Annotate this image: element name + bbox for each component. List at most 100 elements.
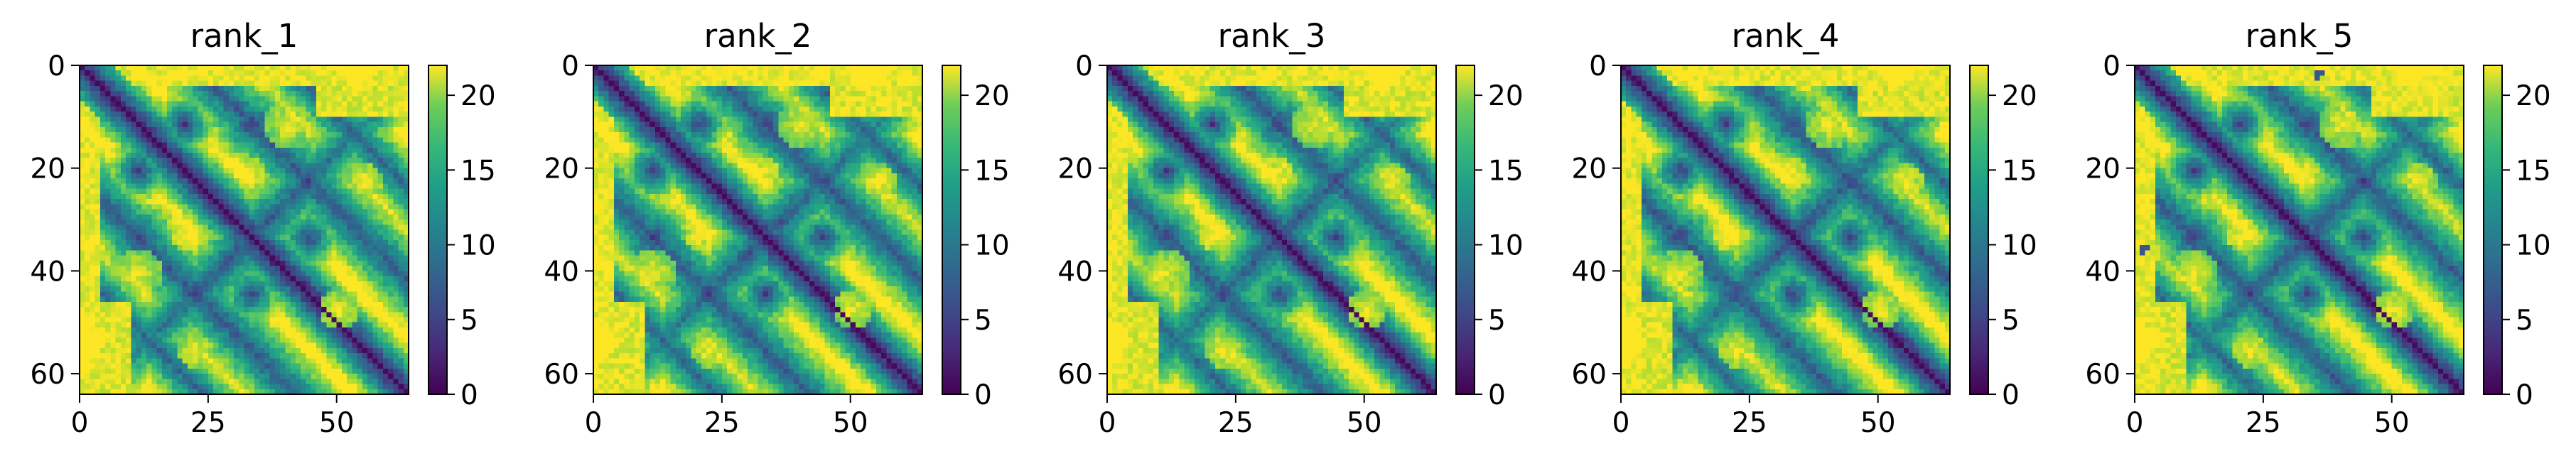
heatmap-cell <box>892 81 898 87</box>
heatmap-cell <box>655 102 661 107</box>
heatmap-cell <box>296 323 301 328</box>
heatmap-cell <box>203 158 209 163</box>
heatmap-cell <box>362 215 368 220</box>
heatmap-cell <box>732 102 738 107</box>
heatmap-cell <box>362 250 368 256</box>
heatmap-cell <box>264 127 270 133</box>
heatmap-cell <box>362 230 368 236</box>
heatmap-cell <box>399 358 404 364</box>
heatmap-cell <box>732 96 738 102</box>
heatmap-cell <box>738 127 743 133</box>
heatmap-cell <box>306 332 311 338</box>
heatmap-cell <box>203 343 209 349</box>
heatmap-cell <box>141 116 147 122</box>
heatmap-cell <box>845 75 851 81</box>
heatmap-cell <box>218 353 224 359</box>
heatmap-cell <box>229 230 235 236</box>
heatmap-cell <box>188 86 193 92</box>
heatmap-cell <box>306 374 311 379</box>
heatmap-cell <box>892 122 898 128</box>
heatmap-cell <box>224 70 230 76</box>
heatmap-cell <box>249 224 255 230</box>
heatmap-cell <box>239 86 244 92</box>
heatmap-cell <box>193 86 198 92</box>
heatmap-cell <box>249 256 255 261</box>
heatmap-cell <box>321 323 327 328</box>
heatmap-cell <box>372 153 378 158</box>
heatmap-cell <box>203 245 209 251</box>
heatmap-cell <box>157 122 163 128</box>
heatmap-cell <box>224 240 230 246</box>
heatmap-cell <box>367 112 373 117</box>
heatmap-cell <box>264 122 270 128</box>
heatmap-cell <box>326 183 332 189</box>
heatmap-cell <box>188 70 193 76</box>
heatmap-cell <box>208 323 214 328</box>
heatmap-cell <box>399 122 404 128</box>
heatmap-cell <box>259 91 265 97</box>
heatmap-cell <box>619 107 625 112</box>
heatmap-cell <box>177 245 183 251</box>
heatmap-cell <box>126 107 131 112</box>
heatmap-cell <box>814 127 820 133</box>
heatmap-cell <box>378 86 384 92</box>
heatmap-cell <box>198 81 203 87</box>
heatmap-cell <box>388 276 394 282</box>
heatmap-cell <box>234 137 239 143</box>
heatmap-cell <box>162 235 168 241</box>
heatmap-cell <box>264 102 270 107</box>
heatmap-cell <box>301 168 306 174</box>
heatmap-cell <box>907 65 912 71</box>
heatmap-cell <box>347 302 352 308</box>
heatmap-cell <box>239 96 244 102</box>
heatmap-cell <box>90 235 95 241</box>
heatmap-cell <box>172 364 178 369</box>
heatmap-cell <box>280 291 286 297</box>
heatmap-cell <box>352 374 357 379</box>
heatmap-cell <box>131 312 136 318</box>
heatmap-cell <box>362 65 368 71</box>
heatmap-cell <box>188 96 193 102</box>
heatmap-cell <box>306 276 311 282</box>
heatmap-cell <box>121 256 126 261</box>
heatmap-cell <box>218 220 224 225</box>
heatmap-cell <box>177 122 183 128</box>
heatmap-cell <box>95 65 101 71</box>
heatmap-cell <box>393 210 399 215</box>
heatmap-cell <box>177 178 183 184</box>
heatmap-cell <box>357 81 363 87</box>
heatmap-cell <box>177 307 183 313</box>
heatmap-cell <box>249 250 255 256</box>
heatmap-cell <box>213 143 219 148</box>
heatmap-cell <box>696 96 702 102</box>
heatmap-cell <box>352 250 357 256</box>
heatmap-cell <box>331 102 337 107</box>
heatmap-cell <box>249 317 255 323</box>
heatmap-cell <box>845 127 851 133</box>
heatmap-cell <box>311 235 317 241</box>
heatmap-cell <box>183 327 188 333</box>
heatmap-cell <box>259 153 265 158</box>
heatmap-cell <box>80 148 85 153</box>
heatmap-cell <box>218 148 224 153</box>
colorbar <box>429 65 447 394</box>
heatmap-cell <box>732 75 738 81</box>
heatmap-cell <box>722 102 728 107</box>
heatmap-cell <box>146 276 152 282</box>
heatmap-cell <box>306 132 311 138</box>
heatmap-cell <box>331 194 337 200</box>
heatmap-cell <box>85 183 90 189</box>
heatmap-cell <box>275 81 281 87</box>
heatmap-cell <box>218 235 224 241</box>
heatmap-cell <box>399 116 404 122</box>
heatmap-cell <box>367 70 373 76</box>
heatmap-cell <box>259 250 265 256</box>
heatmap-cell <box>378 266 384 271</box>
heatmap-cell <box>306 163 311 168</box>
heatmap-cell <box>229 348 235 354</box>
heatmap-cell <box>213 127 219 133</box>
colorbar-tick-label: 15 <box>460 155 496 187</box>
heatmap-cell <box>347 189 352 195</box>
heatmap-cell <box>203 127 209 133</box>
heatmap-cell <box>306 312 311 318</box>
